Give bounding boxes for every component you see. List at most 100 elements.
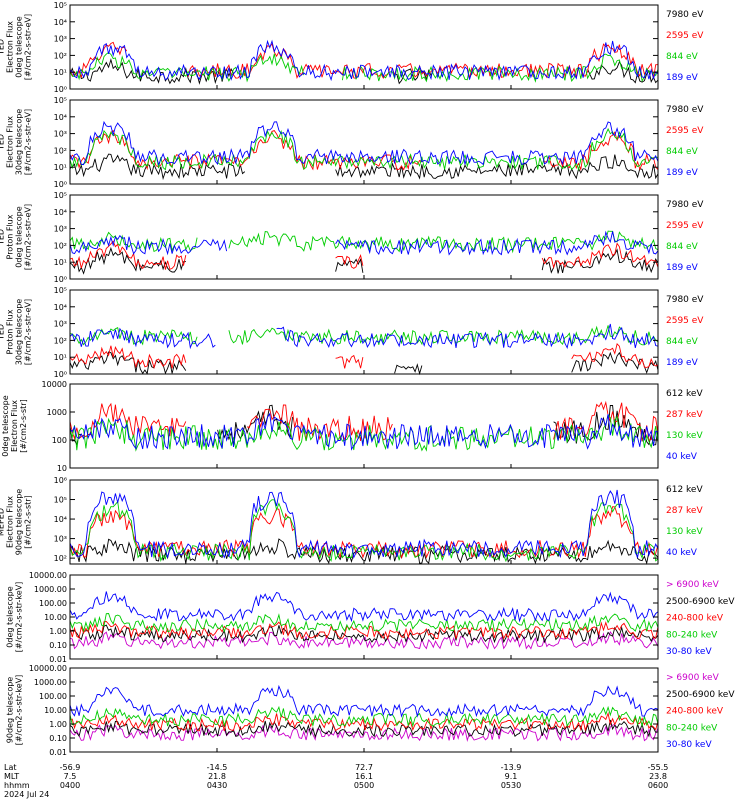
panel-4-ylabel-line-3: 30deg telescope — [15, 299, 24, 366]
x-axis-tick-4-lat: -13.9 — [501, 763, 522, 772]
panel-1-series-1 — [69, 58, 659, 85]
panel-1-legend-2: 2595 eV — [666, 31, 704, 41]
panel-4: 10⁰ 10¹ 10² 10³ 10⁴ 10⁵ TED Proton Flux 30deg te… — [0, 286, 704, 379]
panel-7-legend-2: 2500-6900 keV — [666, 597, 735, 607]
panel-4-ytick-label-4: 10³ — [54, 320, 67, 329]
x-axis-tick-3-mlt: 16.1 — [355, 772, 373, 781]
panel-4-ytick-label-3: 10² — [54, 336, 67, 345]
panel-6-ytick-label-2: 10³ — [54, 535, 67, 544]
panel-8-ytick-label-2: 0.10 — [49, 734, 67, 743]
panel-3-series-1 — [69, 246, 659, 275]
panel-5-ytick-label-4: 10000 — [42, 380, 67, 389]
panel-1-ytick-label-1: 10⁰ — [54, 85, 67, 94]
panel-2-series-1 — [69, 153, 659, 181]
panel-1-ylabel-line-2: Electron Flux — [6, 21, 15, 73]
panel-3-series-4 — [69, 230, 659, 256]
panel-7-ylabel-line-1: 0deg telescope — [6, 586, 15, 647]
panel-3-ytick-label-4: 10³ — [54, 225, 67, 234]
panel-2-series-3 — [69, 127, 658, 172]
panel-1-ytick-label-4: 10³ — [54, 35, 67, 44]
panel-6-series-4 — [69, 489, 659, 560]
x-axis-tick-1-hhmm: 0400 — [60, 781, 80, 790]
x-axis-tick-5-hhmm: 0600 — [648, 781, 668, 790]
panel-4-series-4 — [69, 323, 659, 350]
panel-8-ylabel-line-2: [#/cm2-s-str-keV] — [15, 675, 24, 746]
panel-8-ytick-label-6: 1000.00 — [34, 678, 67, 687]
panel-8-ytick-label-1: 0.01 — [49, 748, 67, 757]
panel-1-ylabel-line-1: TED — [0, 39, 6, 56]
panel-8-series-4 — [69, 705, 659, 728]
panel-3-legend-2: 2595 eV — [666, 221, 704, 231]
panel-3-ylabel: TED Proton Flux 0deg telescope [#/cm2-s-str… — [0, 204, 33, 270]
panel-7-legend-4: 80-240 keV — [666, 630, 718, 640]
panel-1-series-4 — [69, 39, 659, 82]
panel-2-legend-3: 844 eV — [666, 147, 699, 157]
panel-6-ylabel-line-2: Electron Flux — [6, 496, 15, 548]
panel-3-ylabel-line-1: TED — [0, 229, 6, 246]
panel-5-ylabel: 0deg telescope Electron Flux [#/cm2-s-str] — [1, 395, 28, 456]
panel-5: 10 100 1000 10000 0deg telescope Electron Flu… — [1, 380, 703, 473]
panel-1-legend-4: 189 eV — [666, 73, 699, 83]
panel-6-legend-1: 612 keV — [666, 485, 703, 495]
x-axis-tick-4-mlt: 9.1 — [505, 772, 518, 781]
x-axis-tick-4-hhmm: 0530 — [501, 781, 521, 790]
panel-8-ytick-label-4: 10.00 — [44, 706, 67, 715]
x-axis-tick-2-hhmm: 0430 — [207, 781, 227, 790]
x-axis-tick-3-hhmm: 0500 — [354, 781, 374, 790]
x-axis-row-label-2: MLT — [4, 772, 19, 781]
panel-4-ytick-label-6: 10⁵ — [54, 286, 67, 295]
panel-1-ytick-label-6: 10⁵ — [54, 1, 67, 10]
panel-6-ytick-label-5: 10⁶ — [54, 476, 67, 485]
panel-1-legend-1: 7980 eV — [666, 10, 704, 20]
panel-2-ytick-label-6: 10⁵ — [54, 96, 67, 105]
panel-4-ylabel-line-2: Proton Flux — [6, 309, 15, 354]
panel-8-ytick-label-3: 1.00 — [49, 720, 67, 729]
panel-4-legend-1: 7980 eV — [666, 295, 704, 305]
panel-2-ylabel-line-4: [#/cm2-s-str-eV] — [24, 109, 33, 175]
panel-5-ylabel-line-2: Electron Flux — [10, 400, 19, 452]
panel-3-series-2 — [69, 240, 659, 270]
panel-2: 10⁰ 10¹ 10² 10³ 10⁴ 10⁵ TED Electron Flux 30deg … — [0, 96, 704, 189]
panel-5-legend-2: 287 keV — [666, 410, 703, 420]
panel-7-legend-5: 30-80 keV — [666, 647, 712, 657]
x-axis-tick-2-mlt: 21.8 — [208, 772, 226, 781]
panel-3-ylabel-line-4: [#/cm2-s-str-eV] — [24, 204, 33, 270]
panel-1-ylabel-line-4: [#/cm2-s-str-eV] — [24, 14, 33, 80]
panel-8-legend-3: 240-800 keV — [666, 707, 724, 717]
panel-6-ytick-label-1: 10² — [54, 554, 67, 563]
x-axis-tick-1-lat: -56.9 — [60, 763, 81, 772]
panel-2-ytick-label-5: 10⁴ — [54, 113, 67, 122]
panel-7-ytick-label-6: 1000.00 — [34, 585, 67, 594]
panel-2-series-4 — [69, 120, 659, 166]
x-axis-tick-5-lat: -55.5 — [648, 763, 669, 772]
panel-6-ylabel-line-4: [#/cm2-s-str] — [24, 495, 33, 548]
panel-2-ytick-label-1: 10⁰ — [54, 180, 67, 189]
panel-5-legend-3: 130 keV — [666, 431, 703, 441]
panel-1: 10⁰ 10¹ 10² 10³ 10⁴ 10⁵ TED Electron Flux 0deg t… — [0, 1, 704, 94]
panel-4-series-2 — [69, 343, 659, 370]
panel-7-ytick-label-3: 1.00 — [49, 627, 67, 636]
panel-1-ytick-label-5: 10⁴ — [54, 18, 67, 27]
panel-3-ytick-label-5: 10⁴ — [54, 208, 67, 217]
panel-3-ylabel-line-2: Proton Flux — [6, 214, 15, 259]
panel-1-ytick-label-3: 10² — [54, 51, 67, 60]
panel-8: 0.01 0.10 1.00 10.00 100.00 1000.00 10000.00 90… — [6, 664, 736, 757]
panel-5-ytick-label-2: 100 — [52, 436, 67, 445]
panel-8-series-5 — [69, 684, 659, 718]
panel-2-legend-2: 2595 eV — [666, 126, 704, 136]
panel-8-series-1 — [69, 723, 659, 742]
panel-2-legend-1: 7980 eV — [666, 105, 704, 115]
panel-3-ytick-label-3: 10² — [54, 241, 67, 250]
panel-6-legend-2: 287 keV — [666, 506, 703, 516]
x-axis-tick-3-lat: 72.7 — [355, 763, 373, 772]
panel-6-legend-4: 40 keV — [666, 548, 698, 558]
panel-4-legend-4: 189 eV — [666, 358, 699, 368]
panel-3-frame — [69, 194, 659, 280]
panel-7-ytick-label-7: 10000.00 — [29, 571, 67, 580]
panel-5-legend-1: 612 keV — [666, 389, 703, 399]
panel-7-legend-3: 240-800 keV — [666, 614, 724, 624]
panel-8-legend-4: 80-240 keV — [666, 723, 718, 733]
panel-2-ytick-label-4: 10³ — [54, 130, 67, 139]
panel-3-ytick-label-6: 10⁵ — [54, 191, 67, 200]
panel-8-legend-5: 30-80 keV — [666, 740, 712, 750]
